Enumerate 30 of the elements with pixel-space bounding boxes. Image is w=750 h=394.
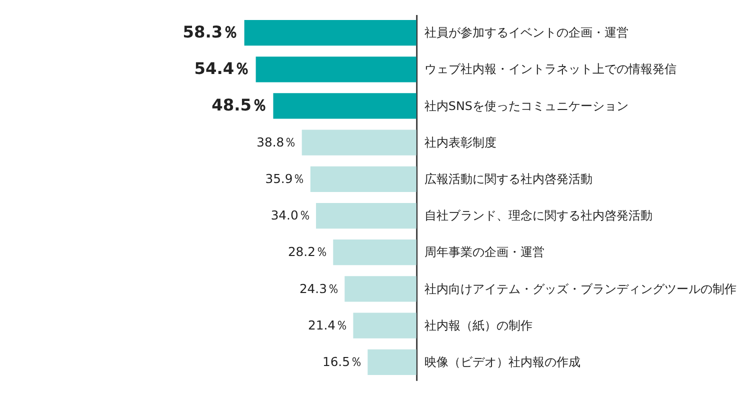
bar: [344, 276, 416, 302]
bar: [316, 202, 416, 229]
y-tick-label: 自社ブランド、理念に関する社内啓発活動: [424, 208, 652, 223]
y-tick-label: 広報活動に関する社内啓発活動: [424, 172, 592, 186]
data-label: 38.8％: [256, 135, 296, 150]
bar: [273, 93, 416, 119]
data-label: 54.4％: [194, 59, 250, 78]
data-label: 16.5％: [322, 354, 362, 369]
data-label: 24.3％: [299, 282, 339, 296]
bar: [368, 349, 416, 375]
y-tick-label: 社内SNSを使ったコミュニケーション: [424, 98, 628, 113]
data-label: 28.2％: [288, 245, 328, 260]
data-label: 48.5％: [212, 96, 268, 115]
data-label: 34.0％: [270, 208, 310, 223]
y-tick-label: 映像（ビデオ）社内報の作成: [424, 354, 580, 369]
bar: [310, 166, 416, 192]
y-tick-label: 社内報（紙）の制作: [424, 318, 532, 332]
data-label: 35.9％: [265, 172, 305, 186]
data-label: 58.3％: [182, 22, 239, 42]
bar: [353, 312, 416, 338]
y-tick-label: 社員が参加するイベントの企画・運営: [424, 26, 628, 40]
bar: [244, 20, 416, 46]
data-label: 21.4％: [308, 318, 348, 332]
y-tick-label: 社内表彰制度: [424, 135, 496, 150]
y-tick-label: 社内向けアイテム・グッズ・ブランディングツールの制作: [424, 282, 736, 296]
bar: [302, 130, 416, 156]
bar: [256, 56, 416, 82]
y-tick-label: ウェブ社内報・イントラネット上での情報発信: [424, 62, 676, 76]
bar: [333, 240, 416, 266]
y-tick-label: 周年事業の企画・運営: [424, 245, 544, 260]
